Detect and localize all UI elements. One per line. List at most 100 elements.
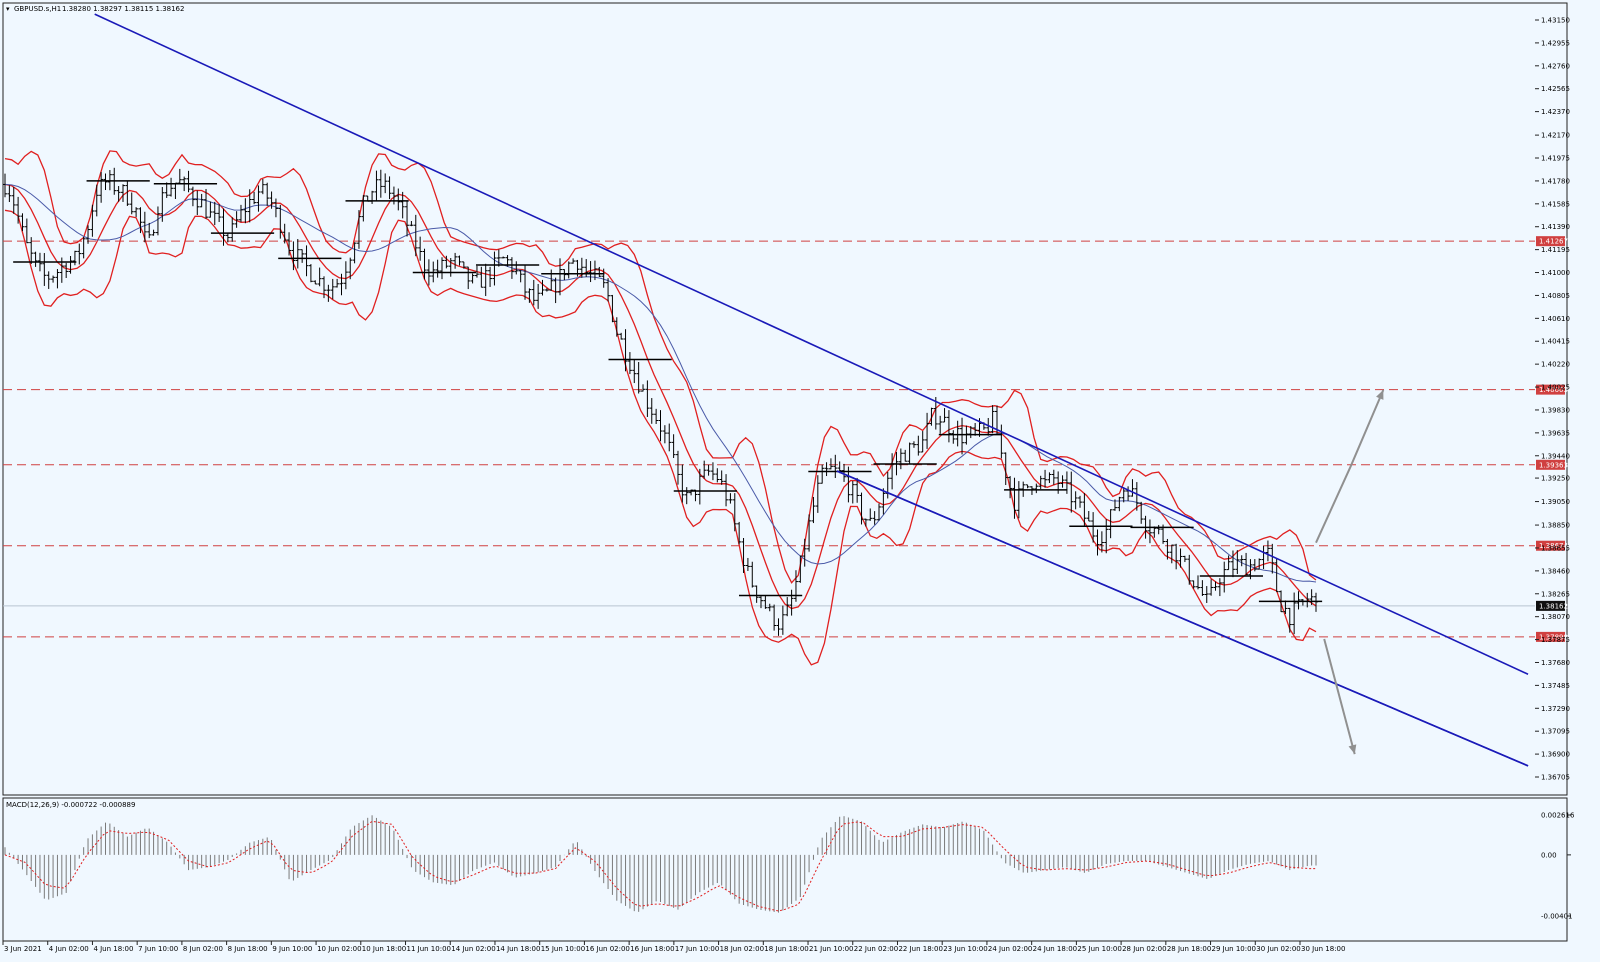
lower-channel-line-copy[interactable]: [836, 470, 1529, 767]
moving-average: [4, 183, 1317, 583]
time-tick-label: 16 Jun 02:00: [585, 945, 629, 953]
upper-trendline[interactable]: [94, 13, 1529, 675]
time-tick-label: 22 Jun 18:00: [898, 945, 942, 953]
level-price-badge: [1536, 540, 1565, 551]
level-price-badge: [1536, 459, 1565, 470]
bullish-projection-arrow[interactable]: [1315, 389, 1385, 544]
time-axis: 3 Jun 2021 4 Jun 02:00 4 Jun 18:00 7 Jun 10…: [2, 941, 1345, 953]
macd-indicator: 0.002616 0.00 -0.00401: [4, 812, 1575, 921]
price-tick-label: 1.38850: [1541, 522, 1570, 530]
price-tick-label: 1.40805: [1541, 292, 1570, 300]
level-price-label: 1.39363: [1539, 461, 1568, 469]
macd-panel-frame: [2, 797, 1568, 942]
bollinger-upper-line: [4, 150, 1317, 584]
macd-tick-label: 0.002616: [1541, 812, 1575, 820]
time-tick-label: 24 Jun 18:00: [1033, 945, 1077, 953]
ohlc-values: 1.38280 1.38297 1.38115 1.38162: [62, 5, 184, 13]
price-panel-frame: [2, 2, 1568, 796]
time-tick-label: 8 Jun 02:00: [183, 945, 223, 953]
price-tick-label: 1.38265: [1541, 590, 1570, 598]
price-tick-label: 1.37875: [1541, 636, 1570, 644]
price-tick-label: 1.38655: [1541, 544, 1570, 552]
price-tick-label: 1.42565: [1541, 85, 1570, 93]
price-tick-label: 1.40415: [1541, 338, 1570, 346]
price-tick-label: 1.41975: [1541, 155, 1570, 163]
price-tick-label: 1.42370: [1541, 108, 1570, 116]
trendlines[interactable]: [94, 13, 1529, 767]
time-tick-label: 29 Jun 10:00: [1212, 945, 1256, 953]
level-price-badge: [1536, 236, 1565, 247]
time-tick-label: 8 Jun 18:00: [228, 945, 268, 953]
symbol-label: GBPUSD.s,H1: [14, 5, 61, 13]
price-tick-label: 1.37095: [1541, 728, 1570, 736]
time-tick-label: 30 Jun 18:00: [1301, 945, 1345, 953]
price-tick-label: 1.43150: [1541, 17, 1570, 25]
time-tick-label: 10 Jun 02:00: [317, 945, 361, 953]
level-price-label: 1.38674: [1539, 542, 1568, 550]
bullish-projection-arrow-head: [1376, 389, 1384, 400]
time-tick-label: 14 Jun 02:00: [451, 945, 495, 953]
time-tick-label: 28 Jun 02:00: [1122, 945, 1166, 953]
price-tick-label: 1.40025: [1541, 384, 1570, 392]
price-tick-label: 1.41780: [1541, 177, 1570, 185]
time-tick-label: 17 Jun 10:00: [675, 945, 719, 953]
price-tick-label: 1.41390: [1541, 223, 1570, 231]
time-tick-label: 24 Jun 02:00: [988, 945, 1032, 953]
macd-signal-line: [4, 820, 1316, 912]
price-tick-label: 1.37485: [1541, 682, 1570, 690]
bearish-projection-arrow-head: [1348, 744, 1357, 755]
price-tick-label: 1.39440: [1541, 452, 1570, 460]
price-tick-label: 1.37290: [1541, 705, 1570, 713]
time-tick-label: 4 Jun 18:00: [93, 945, 133, 953]
level-price-label: 1.37898: [1539, 633, 1568, 641]
price-tick-label: 1.39830: [1541, 406, 1570, 414]
current-price-label: 1.38162: [1539, 602, 1568, 610]
price-tick-label: 1.38070: [1541, 613, 1570, 621]
price-tick-label: 1.37680: [1541, 659, 1570, 667]
horizontal-levels[interactable]: 1.41267 1.40003 1.39363 1.38674 1.37898 1.381…: [3, 236, 1568, 642]
time-tick-label: 7 Jun 10:00: [138, 945, 178, 953]
moving-average-line: [4, 183, 1317, 583]
chart-menu-icon[interactable]: ▾: [6, 5, 10, 13]
price-tick-label: 1.41585: [1541, 200, 1570, 208]
macd-label: MACD(12,26,9) -0.000722 -0.000889: [6, 801, 135, 809]
level-price-badge: [1536, 631, 1565, 642]
time-tick-label: 18 Jun 02:00: [720, 945, 764, 953]
price-tick-label: 1.41195: [1541, 246, 1570, 254]
time-tick-label: 14 Jun 18:00: [496, 945, 540, 953]
time-tick-label: 4 Jun 02:00: [49, 945, 89, 953]
time-tick-label: 18 Jun 18:00: [764, 945, 808, 953]
time-tick-label: 25 Jun 10:00: [1077, 945, 1121, 953]
time-tick-label: 28 Jun 18:00: [1167, 945, 1211, 953]
price-bars: [3, 167, 1323, 636]
price-tick-label: 1.36900: [1541, 751, 1570, 759]
level-price-badge: [1536, 384, 1565, 395]
time-tick-label: 15 Jun 10:00: [541, 945, 585, 953]
price-tick-label: 1.40220: [1541, 361, 1570, 369]
price-tick-label: 1.36705: [1541, 774, 1570, 782]
bearish-projection-arrow[interactable]: [1323, 638, 1356, 755]
price-tick-label: 1.42170: [1541, 132, 1570, 140]
time-tick-label: 21 Jun 10:00: [809, 945, 853, 953]
price-tick-label: 1.39635: [1541, 429, 1570, 437]
time-tick-label: 11 Jun 10:00: [407, 945, 451, 953]
price-tick-label: 1.42955: [1541, 39, 1570, 47]
price-tick-label: 1.42760: [1541, 62, 1570, 70]
current-price-badge: [1536, 600, 1565, 611]
time-tick-label: 9 Jun 10:00: [272, 945, 312, 953]
projection-arrows[interactable]: [1315, 389, 1385, 755]
time-tick-label: 16 Jun 18:00: [630, 945, 674, 953]
level-price-label: 1.40003: [1539, 386, 1568, 394]
price-axis: 1.43150 1.42955 1.42760 1.42565 1.42370 1.421…: [1535, 17, 1570, 782]
time-tick-label: 3 Jun 2021: [4, 945, 42, 953]
price-tick-label: 1.39050: [1541, 498, 1570, 506]
time-tick-label: 23 Jun 10:00: [943, 945, 987, 953]
price-tick-label: 1.39250: [1541, 475, 1570, 483]
time-tick-label: 30 Jun 02:00: [1256, 945, 1300, 953]
price-tick-label: 1.41000: [1541, 269, 1570, 277]
level-price-label: 1.41267: [1539, 238, 1568, 246]
macd-tick-label: 0.00: [1541, 851, 1557, 859]
